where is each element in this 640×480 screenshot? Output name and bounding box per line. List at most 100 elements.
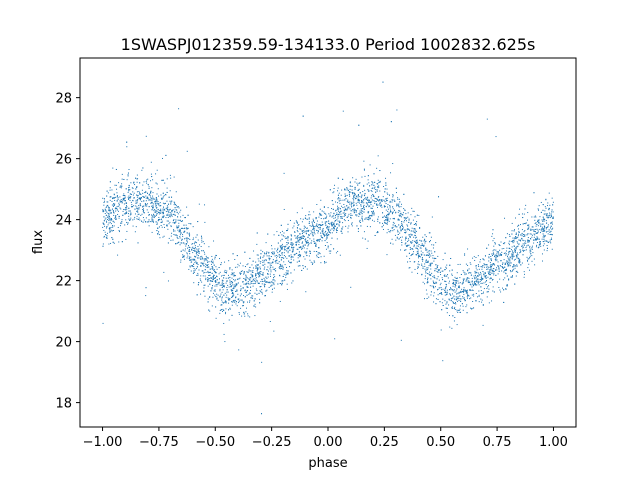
data-point [455, 277, 457, 279]
data-point [392, 211, 394, 213]
data-point [497, 251, 499, 253]
data-point [445, 266, 447, 268]
data-point [319, 208, 321, 210]
data-point [407, 245, 409, 247]
data-point [197, 251, 199, 253]
data-point [377, 196, 379, 198]
data-point [320, 213, 322, 215]
data-point [456, 272, 458, 274]
data-point [430, 236, 432, 238]
data-point [279, 245, 281, 247]
data-point [405, 220, 407, 222]
data-point [501, 251, 503, 253]
data-point [417, 266, 419, 268]
data-point [539, 232, 541, 234]
data-point [359, 182, 361, 184]
data-point [508, 242, 510, 244]
data-point [446, 302, 448, 304]
data-point [373, 184, 375, 186]
data-point [222, 285, 224, 287]
data-point [550, 215, 552, 217]
data-point [155, 214, 157, 216]
data-point [129, 199, 131, 201]
data-point [204, 258, 206, 260]
data-point [113, 242, 115, 244]
data-point [331, 225, 333, 227]
data-point [399, 227, 401, 229]
data-point [398, 205, 400, 207]
data-point [488, 257, 490, 259]
data-point [186, 239, 188, 241]
data-point [490, 269, 492, 271]
data-point [225, 277, 227, 279]
data-point [128, 195, 130, 197]
data-point [216, 293, 218, 295]
data-point [282, 267, 284, 269]
data-point [193, 263, 195, 265]
data-point [241, 305, 243, 307]
data-point [276, 259, 278, 261]
data-point [490, 277, 492, 279]
data-point [447, 274, 449, 276]
data-point [319, 238, 321, 240]
data-point [463, 290, 465, 292]
data-point [265, 260, 267, 262]
data-point [298, 241, 300, 243]
data-point [249, 276, 251, 278]
data-point [544, 230, 546, 232]
data-point [430, 255, 432, 257]
data-point [119, 200, 121, 202]
data-point [235, 296, 237, 298]
data-point [147, 221, 149, 223]
data-point [303, 228, 305, 230]
data-point [124, 213, 126, 215]
data-point [414, 229, 416, 231]
data-point [160, 212, 162, 214]
data-point [485, 275, 487, 277]
data-point [386, 188, 388, 190]
data-point [367, 204, 369, 206]
data-point [501, 263, 503, 265]
data-point [493, 237, 495, 239]
data-point [302, 218, 304, 220]
data-point [544, 210, 546, 212]
data-point [249, 292, 251, 294]
data-point [504, 262, 506, 264]
data-point [393, 218, 395, 220]
data-point [229, 268, 231, 270]
data-point [130, 212, 132, 214]
data-point [151, 215, 153, 217]
data-point [138, 206, 140, 208]
data-point [167, 206, 169, 208]
data-point [166, 220, 168, 222]
data-point [273, 282, 275, 284]
data-point [173, 176, 175, 178]
data-point [127, 174, 129, 176]
data-point [141, 213, 143, 215]
data-point [143, 197, 145, 199]
data-point [188, 232, 190, 234]
data-point [156, 183, 158, 185]
data-point [489, 281, 491, 283]
data-point [236, 290, 238, 292]
data-point [264, 280, 266, 282]
data-point [118, 216, 120, 218]
data-point [186, 206, 188, 208]
data-point [400, 230, 402, 232]
data-point [538, 219, 540, 221]
data-point [323, 218, 325, 220]
data-point [406, 228, 408, 230]
data-point [247, 280, 249, 282]
data-point [371, 187, 373, 189]
data-point [508, 279, 510, 281]
data-point [475, 276, 477, 278]
data-point [194, 259, 196, 261]
data-point [515, 232, 517, 234]
data-point [108, 209, 110, 211]
data-point [121, 222, 123, 224]
data-point [377, 155, 379, 157]
data-point [333, 191, 335, 193]
data-point [369, 201, 371, 203]
data-point [354, 187, 356, 189]
data-point [430, 274, 432, 276]
